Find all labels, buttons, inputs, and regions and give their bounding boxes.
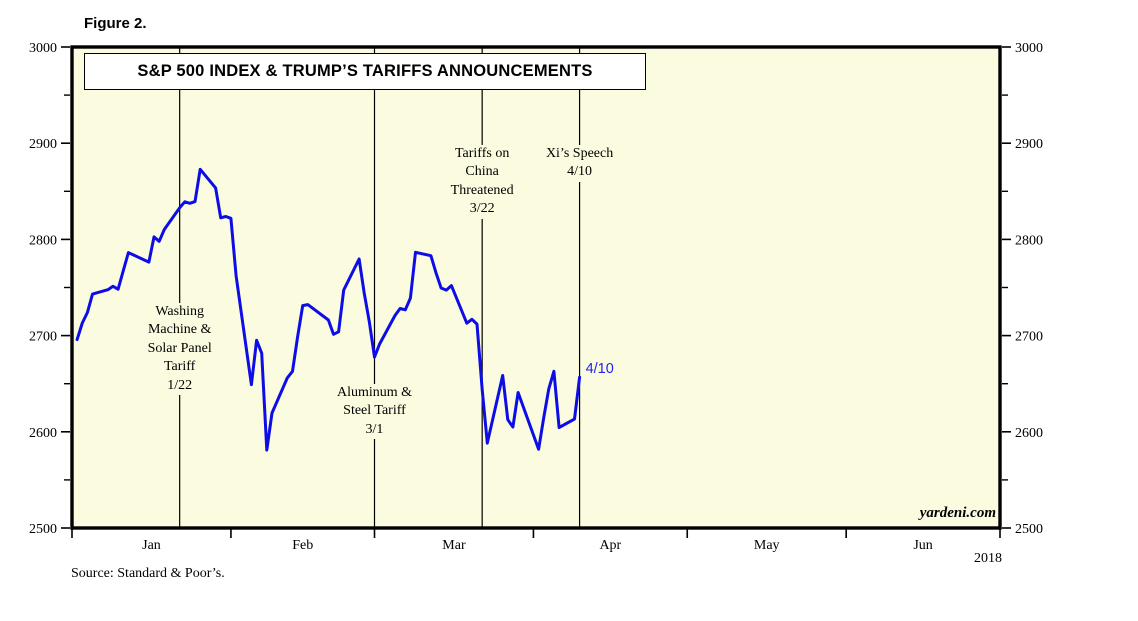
event-label-line: 3/22 [469, 201, 495, 217]
y-axis-tick-label-right: 2900 [1015, 137, 1043, 152]
y-axis-tick-label-right: 3000 [1015, 41, 1043, 56]
chart-title: S&P 500 INDEX & TRUMP’S TARIFFS ANNOUNCE… [137, 62, 593, 80]
y-axis-tick-label-right: 2600 [1015, 426, 1043, 441]
event-label: Xi’s Speech 4/10 [542, 145, 617, 182]
event-label-line: Tariffs on [454, 146, 510, 161]
event-label-line: Tariff [163, 359, 196, 375]
x-axis-year-label: 2018 [974, 551, 1002, 566]
plot-area [72, 47, 1000, 528]
chart-title-box: S&P 500 INDEX & TRUMP’S TARIFFS ANNOUNCE… [84, 53, 646, 90]
event-label-line: Steel Tariff [343, 403, 406, 419]
x-axis-month-label: Mar [442, 538, 466, 553]
event-label-line: 3/1 [365, 421, 384, 437]
event-label-line: Washing [155, 304, 204, 319]
yardeni-watermark: yardeni.com [919, 505, 996, 521]
event-label-line: Xi’s Speech [545, 146, 614, 161]
y-axis-tick-label-left: 2800 [29, 233, 57, 248]
event-label-line: China [465, 164, 499, 180]
y-axis-tick-label-left: 2500 [29, 522, 57, 537]
event-label-line: Solar Panel [147, 340, 212, 356]
x-axis-month-label: Jun [913, 538, 932, 553]
series-end-date-label: 4/10 [585, 361, 614, 378]
x-axis-month-label: Jan [142, 538, 161, 553]
y-axis-tick-label-right: 2800 [1015, 233, 1043, 248]
event-label: Washing Machine & Solar Panel Tariff 1/22 [144, 303, 215, 396]
y-axis-tick-label-right: 2700 [1015, 330, 1043, 345]
event-label-line: Aluminum & [336, 385, 413, 400]
event-label-line: 1/22 [167, 377, 193, 393]
event-label-line: Threatened [450, 182, 514, 198]
y-axis-tick-label-left: 2600 [29, 426, 57, 441]
x-axis-month-label: Feb [292, 538, 313, 553]
plot-frame [70, 45, 1002, 530]
y-axis-tick-label-right: 2500 [1015, 522, 1043, 537]
y-axis-tick-label-left: 2700 [29, 330, 57, 345]
event-label-line: Machine & [147, 322, 212, 338]
source-note: Source: Standard & Poor’s. [71, 566, 225, 581]
event-label: Aluminum & Steel Tariff 3/1 [333, 384, 416, 440]
x-axis-month-label: May [754, 538, 780, 553]
event-label-line: 4/10 [567, 164, 593, 180]
y-axis-tick-label-left: 2900 [29, 137, 57, 152]
figure-number-label: Figure 2. [84, 15, 147, 32]
event-label: Tariffs on China Threatened 3/22 [447, 145, 517, 219]
x-axis-month-label: Apr [599, 538, 621, 553]
sp500-series-line [75, 167, 582, 452]
y-axis-tick-label-left: 3000 [29, 41, 57, 56]
